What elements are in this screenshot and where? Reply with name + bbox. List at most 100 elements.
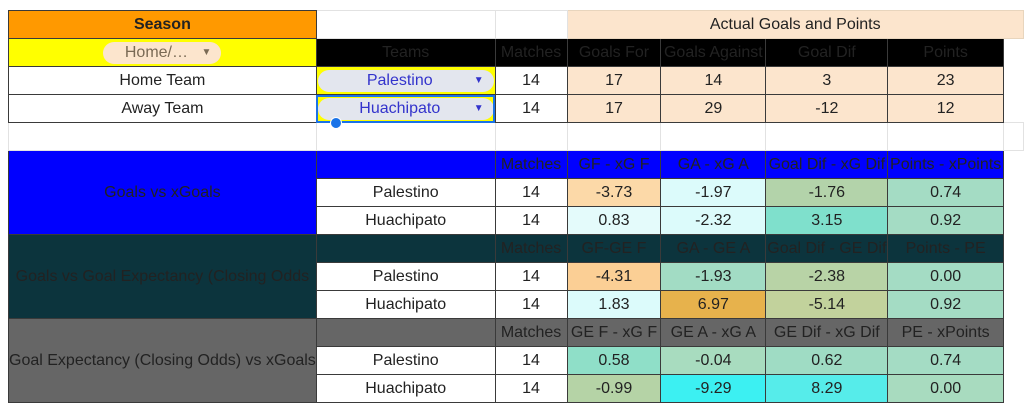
empty-cell[interactable] [494, 122, 568, 151]
col-header-goal-dif[interactable]: Goal Dif [765, 38, 889, 67]
metric-value-cell[interactable]: 3.15 [765, 206, 889, 235]
metric-value-cell[interactable]: 0.00 [887, 262, 1004, 291]
metric-value-cell[interactable]: -1.93 [660, 262, 767, 291]
section-col-header[interactable]: PE - xPoints [887, 318, 1004, 347]
team-name-cell[interactable]: Huachipato [315, 290, 496, 319]
points-cell[interactable]: 23 [887, 66, 1004, 95]
empty-cell[interactable] [494, 10, 568, 39]
away-team-cell[interactable]: Huachipato ▼ [315, 94, 496, 123]
matches-cell[interactable]: 14 [494, 262, 568, 291]
matches-cell[interactable]: 14 [494, 374, 568, 403]
goals-against-cell[interactable]: 29 [660, 94, 767, 123]
season-label[interactable]: Season [8, 10, 317, 39]
metric-value-cell[interactable]: -3.73 [566, 178, 662, 207]
dropdown-value: Palestino [366, 71, 433, 89]
matches-cell[interactable]: 14 [494, 66, 568, 95]
section-title[interactable]: Goal Expectancy (Closing Odds) vs xGoals [8, 318, 317, 403]
section-data-row: Palestino 14 0.58 -0.04 0.62 0.74 [9, 346, 1024, 375]
points-cell[interactable]: 12 [887, 94, 1004, 123]
metric-value-cell[interactable]: 0.58 [566, 346, 662, 375]
metric-value-cell[interactable]: -2.38 [765, 262, 889, 291]
metric-value-cell[interactable]: 0.74 [887, 178, 1004, 207]
section-col-header[interactable]: Matches [494, 150, 568, 179]
metric-value-cell[interactable]: -0.99 [566, 374, 662, 403]
metric-value-cell[interactable]: -2.32 [660, 206, 767, 235]
metric-value-cell[interactable]: -5.14 [765, 290, 889, 319]
row-label[interactable]: Home Team [8, 66, 317, 95]
section-col-header[interactable]: GE F - xG F [566, 318, 662, 347]
row-label[interactable]: Away Team [8, 94, 317, 123]
matches-cell[interactable]: 14 [494, 290, 568, 319]
actual-goals-header[interactable]: Actual Goals and Points [566, 10, 1024, 39]
empty-cell[interactable] [660, 122, 767, 151]
section-col-header[interactable]: Points - xPoints [887, 150, 1004, 179]
selection-fill-handle[interactable] [330, 117, 342, 129]
empty-cell[interactable] [315, 122, 496, 151]
metric-value-cell[interactable]: 0.00 [887, 374, 1004, 403]
section-title[interactable]: Goals vs xGoals [8, 150, 317, 235]
col-header-goals-against[interactable]: Goals Against [660, 38, 767, 67]
section-header-empty[interactable] [315, 318, 496, 347]
matches-cell[interactable]: 14 [494, 206, 568, 235]
col-header-teams[interactable]: Teams [315, 38, 496, 67]
matches-cell[interactable]: 14 [494, 94, 568, 123]
goals-for-cell[interactable]: 17 [566, 66, 662, 95]
section-col-header[interactable]: Matches [494, 318, 568, 347]
section-title[interactable]: Goals vs Goal Expectancy (Closing Odds [8, 234, 317, 319]
section-col-header[interactable]: Goal Dif - GE Dif [765, 234, 889, 263]
metric-value-cell[interactable]: 0.92 [887, 290, 1004, 319]
metric-value-cell[interactable]: 0.92 [887, 206, 1004, 235]
away-team-dropdown[interactable]: Huachipato ▼ [317, 97, 494, 120]
matches-cell[interactable]: 14 [494, 178, 568, 207]
section-data-row: Huachipato 14 0.83 -2.32 3.15 0.92 [9, 206, 1024, 235]
col-header-matches[interactable]: Matches [494, 38, 568, 67]
metric-value-cell[interactable]: 0.83 [566, 206, 662, 235]
section-col-header[interactable]: GF - xG F [566, 150, 662, 179]
goal-dif-cell[interactable]: -12 [765, 94, 889, 123]
metric-value-cell[interactable]: 1.83 [566, 290, 662, 319]
empty-cell[interactable] [8, 122, 317, 151]
metric-value-cell[interactable]: 0.74 [887, 346, 1004, 375]
section-header-empty[interactable] [315, 234, 496, 263]
team-name-cell[interactable]: Palestino [315, 346, 496, 375]
goal-dif-cell[interactable]: 3 [765, 66, 889, 95]
section-col-header[interactable]: GE Dif - xG Dif [765, 318, 889, 347]
metric-value-cell[interactable]: -9.29 [660, 374, 767, 403]
goals-against-cell[interactable]: 14 [660, 66, 767, 95]
team-name-cell[interactable]: Palestino [315, 178, 496, 207]
home-team-cell[interactable]: Palestino ▼ [315, 66, 496, 95]
empty-cell[interactable] [765, 122, 889, 151]
col-header-points[interactable]: Points [887, 38, 1004, 67]
matches-cell[interactable]: 14 [494, 346, 568, 375]
section-col-header[interactable]: GF-GE F [566, 234, 662, 263]
metric-value-cell[interactable]: 8.29 [765, 374, 889, 403]
metric-value-cell[interactable]: 6.97 [660, 290, 767, 319]
section-col-header[interactable]: GA - xG A [660, 150, 767, 179]
home-team-dropdown[interactable]: Palestino ▼ [317, 69, 494, 92]
section-col-header[interactable]: Goal Dif - xG Dif [765, 150, 889, 179]
goals-for-cell[interactable]: 17 [566, 94, 662, 123]
team-name-cell[interactable]: Huachipato [315, 206, 496, 235]
metric-value-cell[interactable]: -0.04 [660, 346, 767, 375]
metric-value-cell[interactable]: -4.31 [566, 262, 662, 291]
section-col-header[interactable]: Matches [494, 234, 568, 263]
col-header-goals-for[interactable]: Goals For [566, 38, 662, 67]
empty-cell[interactable] [566, 122, 662, 151]
home-away-filter-cell[interactable]: Home/… ▼ [8, 38, 317, 67]
dropdown-value: Home/… [124, 43, 188, 61]
section-header-row: Goal Expectancy (Closing Odds) vs xGoals… [8, 318, 1024, 403]
home-away-dropdown[interactable]: Home/… ▼ [103, 41, 222, 64]
team-name-cell[interactable]: Palestino [315, 262, 496, 291]
metric-value-cell[interactable]: -1.76 [765, 178, 889, 207]
away-team-row: Away Team Huachipato ▼ 14 17 29 -12 12 [8, 94, 1024, 123]
metric-value-cell[interactable]: -1.97 [660, 178, 767, 207]
team-name-cell[interactable]: Huachipato [315, 374, 496, 403]
section-col-header[interactable]: Points - PE [887, 234, 1004, 263]
section-col-header[interactable]: GE A - xG A [660, 318, 767, 347]
empty-cell[interactable] [315, 10, 496, 39]
empty-cell[interactable] [887, 122, 1004, 151]
metric-value-cell[interactable]: 0.62 [765, 346, 889, 375]
empty-cell[interactable] [1002, 122, 1024, 151]
section-header-empty[interactable] [315, 150, 496, 179]
section-col-header[interactable]: GA - GE A [660, 234, 767, 263]
